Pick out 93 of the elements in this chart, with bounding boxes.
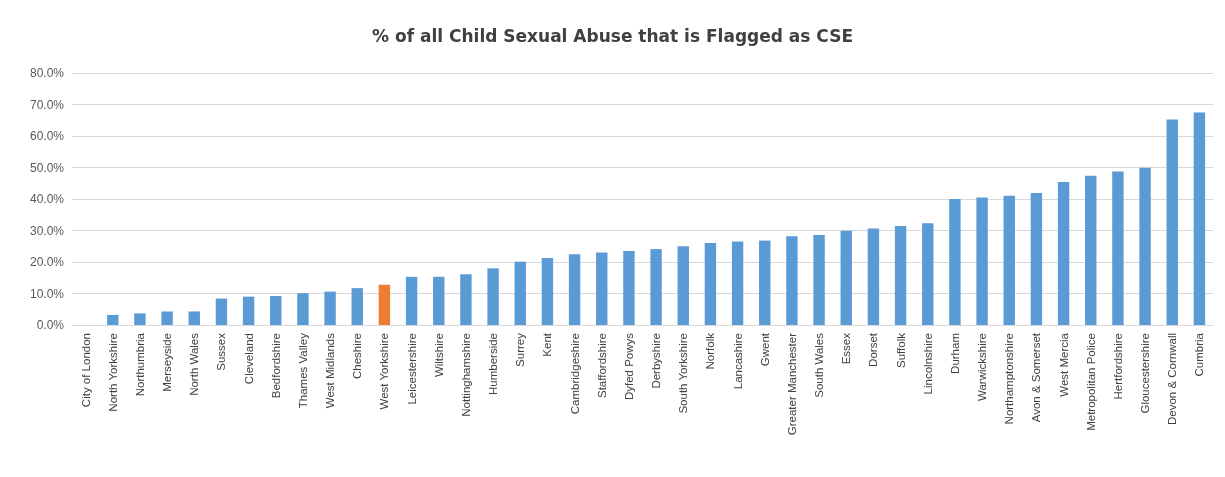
bar — [378, 284, 391, 325]
bar — [1166, 119, 1178, 325]
bar — [867, 228, 880, 325]
x-tick-label: City of London — [79, 333, 92, 408]
bar — [894, 226, 907, 325]
x-tick-label: Dorset — [867, 332, 880, 367]
y-tick-label: 0.0% — [36, 318, 65, 332]
y-tick-label: 70.0% — [29, 97, 65, 112]
x-tick-label: Greater Manchester — [785, 332, 798, 436]
x-tick-label: Derbyshire — [650, 333, 663, 389]
x-tick-label: Lincolnshire — [921, 333, 934, 395]
bar — [242, 296, 255, 325]
x-tick-label: Lancashire — [731, 333, 744, 390]
bar — [1057, 181, 1070, 325]
bar — [759, 240, 771, 325]
x-tick-label: Northumbria — [133, 332, 146, 397]
bar — [1193, 112, 1206, 325]
x-tick-label: Merseyside — [161, 333, 174, 392]
bar — [976, 197, 988, 325]
bar — [731, 241, 744, 325]
x-tick-label: Humberside — [487, 333, 500, 395]
y-tick-label: 60.0% — [29, 129, 65, 143]
bar — [650, 249, 662, 325]
bar — [813, 234, 825, 325]
bar — [215, 298, 228, 325]
bar — [623, 250, 635, 325]
bar — [541, 257, 554, 325]
x-tick-label: Devon & Cornwall — [1166, 333, 1179, 426]
x-tick-label: Gloucestershire — [1139, 333, 1152, 414]
x-tick-label: Norfolk — [704, 332, 717, 370]
bar — [1085, 175, 1097, 325]
bar — [514, 261, 526, 325]
bar — [949, 199, 961, 325]
bar — [433, 276, 445, 325]
x-tick-label: Thames Valley — [296, 332, 309, 409]
bar — [840, 230, 852, 325]
bar — [487, 268, 499, 325]
x-tick-label: North Wales — [188, 332, 201, 396]
x-tick-label: Cumbria — [1193, 332, 1206, 377]
x-tick-label: Avon & Somerset — [1030, 332, 1043, 423]
bar — [161, 311, 173, 325]
y-tick-label: 20.0% — [29, 255, 65, 269]
bar — [188, 311, 200, 325]
x-tick-label: Dyfed Powys — [622, 332, 635, 401]
bar — [568, 254, 581, 325]
x-tick-label: Essex — [840, 332, 853, 365]
x-tick-label: Staffordshire — [595, 333, 608, 398]
x-tick-label: Kent — [541, 332, 554, 357]
y-tick-label: 30.0% — [29, 223, 65, 238]
y-tick-label: 40.0% — [29, 192, 65, 206]
bar — [270, 296, 282, 325]
y-tick-label: 10.0% — [29, 286, 65, 301]
x-tick-label: Northamptonshire — [1003, 333, 1016, 425]
bar — [677, 246, 689, 325]
bar — [1139, 167, 1151, 325]
x-tick-label: Cleveland — [242, 333, 255, 385]
bar — [324, 291, 336, 325]
bar — [922, 223, 934, 325]
x-tick-label: West Mercia — [1057, 332, 1070, 397]
bar — [460, 274, 472, 325]
x-tick-label: West Yorkshire — [378, 333, 391, 410]
bar — [1003, 195, 1015, 325]
bar — [297, 293, 309, 325]
bar — [786, 236, 798, 325]
chart-title: % of all Child Sexual Abuse that is Flagged as CSE — [372, 25, 853, 46]
x-tick-label: Leicestershire — [405, 333, 418, 405]
x-tick-label: Wiltshire — [432, 333, 445, 378]
x-tick-label: Cheshire — [351, 333, 364, 380]
bar — [596, 252, 608, 325]
bar — [107, 314, 119, 325]
x-tick-label: Durham — [948, 333, 961, 374]
x-tick-label: Gwent — [758, 332, 771, 367]
x-tick-label: Sussex — [215, 332, 228, 371]
x-tick-label: West Midlands — [324, 332, 337, 409]
x-tick-label: Warwickshire — [976, 333, 989, 401]
x-tick-label: Bedfordshire — [269, 333, 282, 399]
x-tick-label: Hertfordshire — [1111, 333, 1124, 400]
bar — [351, 288, 363, 325]
bar — [134, 313, 146, 325]
x-tick-label: Surrey — [514, 332, 527, 367]
bar — [1112, 171, 1124, 325]
bar — [704, 243, 717, 325]
x-tick-label: Suffolk — [894, 332, 907, 368]
x-tick-label: North Yorkshire — [106, 333, 119, 412]
x-tick-label: South Wales — [813, 332, 826, 398]
y-tick-label: 50.0% — [29, 160, 65, 175]
bar — [405, 276, 418, 325]
x-tick-label: Nottinghamshire — [459, 333, 472, 417]
y-tick-label: 80.0% — [29, 66, 65, 80]
x-tick-label: Cambridgeshire — [568, 333, 581, 415]
x-tick-label: South Yorkshire — [677, 333, 690, 414]
x-tick-label: Metropolitan Police — [1084, 333, 1097, 431]
bar — [1030, 193, 1043, 325]
